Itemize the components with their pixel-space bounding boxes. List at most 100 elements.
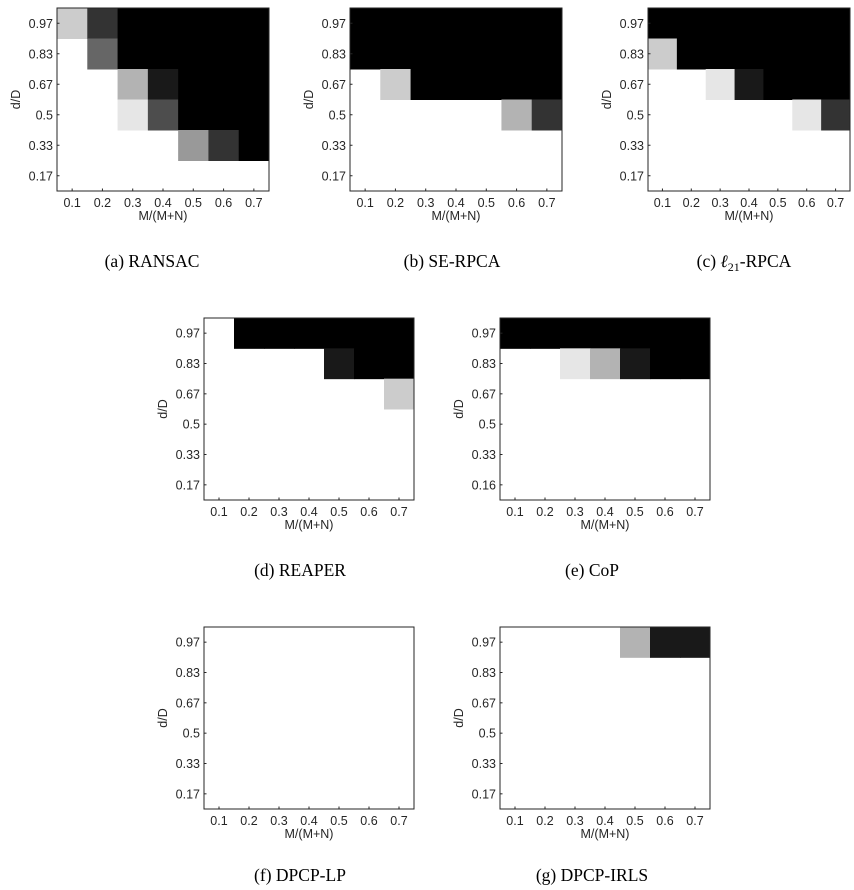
y-tick-label: 0.17: [472, 787, 496, 801]
x-axis-label: M/(M+N): [285, 827, 334, 841]
y-tick-label: 0.83: [322, 47, 346, 61]
y-tick-label: 0.5: [36, 108, 53, 122]
heatmap-cell: [384, 318, 415, 349]
x-tick-label: 0.5: [185, 196, 202, 210]
y-tick-label: 0.97: [472, 327, 496, 341]
x-tick-label: 0.4: [300, 505, 317, 519]
panel-caption: (d) REAPER: [254, 560, 346, 580]
x-tick-label: 0.4: [596, 814, 613, 828]
panel-caption: (a) RANSAC: [105, 251, 200, 271]
heatmap-cell: [384, 348, 415, 380]
heatmap-cell: [650, 348, 681, 380]
heatmap-cell: [178, 69, 209, 100]
heatmap-cell: [350, 8, 381, 39]
heatmap-cell: [117, 69, 149, 100]
y-tick-label: 0.83: [29, 47, 53, 61]
heatmap-cell: [384, 378, 415, 410]
x-tick-label: 0.7: [827, 196, 844, 210]
y-tick-label: 0.83: [176, 357, 200, 371]
heatmap-cell: [705, 8, 736, 39]
x-tick-label: 0.6: [656, 505, 673, 519]
heatmap-panel: 0.97 0.83 0.67 0.5 0.33 0.17 0.1 0.2 0.3 0.4 0.5 0.…: [156, 626, 415, 885]
heatmap-panel: 0.97 0.83 0.67 0.5 0.33 0.17 0.1 0.2 0.3 0.4 0.5 0.…: [156, 317, 415, 580]
heatmap-cell: [410, 8, 442, 39]
heatmap-cell: [354, 318, 385, 349]
heatmap-cell: [471, 69, 502, 100]
panel-caption: (b) SE-RPCA: [404, 251, 501, 271]
panel-caption: (e) CoP: [565, 560, 619, 580]
x-tick-label: 0.6: [360, 814, 377, 828]
heatmap-cell: [763, 69, 793, 100]
y-tick-label: 0.17: [176, 478, 200, 492]
x-tick-label: 0.3: [124, 196, 141, 210]
heatmap-cell: [590, 348, 621, 380]
x-tick-label: 0.6: [360, 505, 377, 519]
x-tick-label: 0.1: [210, 814, 227, 828]
heatmap-cell: [680, 318, 711, 349]
x-axis-label: M/(M+N): [139, 209, 188, 223]
y-tick-label: 0.97: [620, 17, 644, 31]
heatmap-cell: [620, 627, 651, 658]
heatmap-cell: [324, 318, 355, 349]
heatmap-cell: [705, 38, 736, 70]
heatmap-cell: [238, 38, 270, 70]
y-tick-label: 0.83: [176, 666, 200, 680]
x-tick-label: 0.2: [240, 814, 257, 828]
y-tick-label: 0.33: [29, 139, 53, 153]
x-tick-label: 0.1: [63, 196, 80, 210]
heatmap-panel: 0.97 0.83 0.67 0.5 0.33 0.17 0.1 0.2 0.3 0.4 0.5 0.…: [600, 7, 851, 274]
heatmap-cell: [676, 8, 707, 39]
x-tick-label: 0.7: [390, 814, 407, 828]
heatmap-cell: [531, 38, 563, 70]
heatmap-cell: [792, 38, 822, 70]
y-tick-label: 0.33: [176, 757, 200, 771]
y-tick-label: 0.33: [472, 448, 496, 462]
heatmap-cell: [531, 8, 563, 39]
x-tick-label: 0.1: [210, 505, 227, 519]
y-tick-label: 0.5: [183, 727, 200, 741]
y-axis-label: d/D: [452, 399, 466, 418]
heatmap-cell: [178, 8, 209, 39]
y-tick-label: 0.5: [627, 108, 644, 122]
heatmap-cell: [147, 99, 179, 131]
heatmap-cell: [821, 38, 851, 70]
y-tick-label: 0.97: [176, 327, 200, 341]
x-tick-label: 0.7: [686, 814, 703, 828]
heatmap-cell: [821, 69, 851, 100]
y-tick-label: 0.5: [479, 727, 496, 741]
x-tick-label: 0.4: [154, 196, 171, 210]
heatmap-cell: [350, 38, 381, 70]
x-tick-label: 0.1: [356, 196, 373, 210]
x-tick-label: 0.5: [330, 814, 347, 828]
heatmap-cell: [734, 69, 764, 100]
y-tick-label: 0.17: [322, 169, 346, 183]
heatmap-cell: [648, 38, 678, 70]
heatmap-cell: [590, 318, 621, 349]
heatmap-cell: [87, 38, 119, 70]
x-tick-label: 0.3: [270, 814, 287, 828]
heatmap-cell: [410, 38, 442, 70]
panel-caption: (c) ℓ21-RPCA: [697, 251, 792, 274]
heatmap-cell: [264, 318, 295, 349]
x-tick-label: 0.1: [506, 505, 523, 519]
plot-area: [204, 627, 414, 809]
y-tick-label: 0.83: [472, 357, 496, 371]
x-tick-label: 0.4: [447, 196, 464, 210]
x-tick-label: 0.2: [240, 505, 257, 519]
heatmap-cell: [178, 99, 209, 131]
x-tick-label: 0.2: [94, 196, 111, 210]
x-axis-label: M/(M+N): [581, 827, 630, 841]
x-tick-label: 0.2: [683, 196, 700, 210]
heatmap-cell: [620, 318, 651, 349]
y-tick-label: 0.67: [472, 696, 496, 710]
x-tick-label: 0.3: [566, 505, 583, 519]
heatmap-cell: [380, 69, 412, 100]
y-tick-label: 0.67: [176, 696, 200, 710]
y-tick-label: 0.33: [322, 139, 346, 153]
heatmap-cell: [238, 69, 270, 100]
heatmap-cell: [147, 38, 179, 70]
heatmap-cell: [680, 348, 711, 380]
y-tick-label: 0.67: [29, 78, 53, 92]
heatmap-cell: [440, 38, 472, 70]
y-axis-label: d/D: [9, 90, 23, 109]
